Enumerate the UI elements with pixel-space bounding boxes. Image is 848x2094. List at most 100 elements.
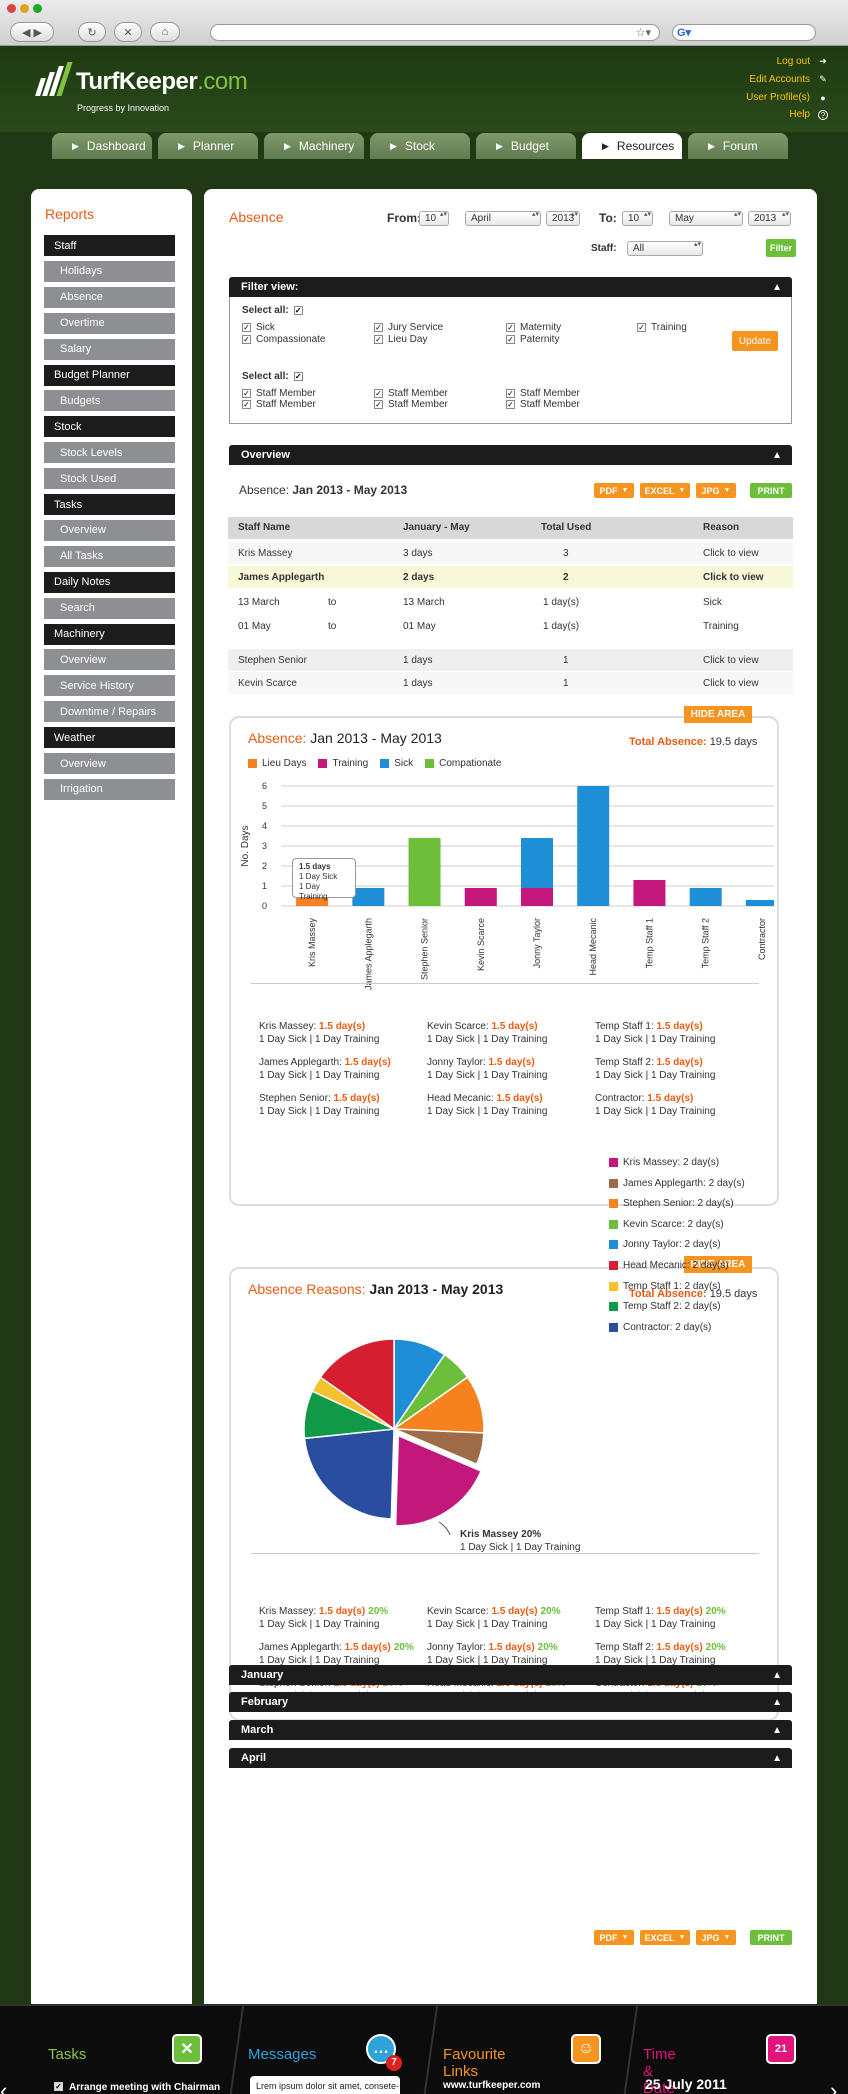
bar-temp-staff-1-training[interactable] — [633, 880, 666, 906]
sidebar-item-holidays[interactable]: Holidays — [44, 260, 175, 282]
sidebar-item-machinery[interactable]: Machinery — [44, 623, 175, 645]
table-row[interactable]: Stephen Senior 1 days 1 Click to view — [228, 649, 793, 671]
sidebar-item-overtime[interactable]: Overtime — [44, 312, 175, 334]
sidebar-item-service-history[interactable]: Service History — [44, 675, 175, 697]
staff-member-checkbox[interactable]: ✓ Staff Member — [242, 388, 316, 399]
staff-member-checkbox[interactable]: ✓ Staff Member — [506, 399, 580, 410]
export-jpg-button[interactable]: JPG▼ — [696, 483, 736, 498]
tab-dashboard[interactable]: ▶ Dashboard — [52, 133, 152, 159]
reason-sick-checkbox[interactable]: ✓ Sick — [242, 322, 275, 333]
from-day-select[interactable]: 10 — [419, 211, 449, 226]
staff-member-checkbox[interactable]: ✓ Staff Member — [374, 399, 448, 410]
checkbox[interactable]: ✓ — [242, 389, 251, 398]
sidebar-item-absence[interactable]: Absence — [44, 286, 175, 308]
staff-member-checkbox[interactable]: ✓ Staff Member — [506, 388, 580, 399]
logo[interactable]: TurfKeeper.com — [32, 62, 248, 96]
checkbox[interactable]: ✓ — [293, 306, 303, 315]
chevron-right-icon[interactable]: › — [830, 2078, 838, 2094]
select-all-staff[interactable]: Select all: ✓ — [242, 371, 303, 382]
export-excel-button[interactable]: EXCEL▼ — [640, 1930, 690, 1945]
tab-forum[interactable]: ▶ Forum — [688, 133, 788, 159]
cell-reason[interactable]: Click to view — [703, 572, 764, 583]
maximize-window-icon[interactable] — [33, 4, 42, 13]
sidebar-item-downtime-repairs[interactable]: Downtime / Repairs — [44, 701, 175, 723]
sidebar-item-budget-planner[interactable]: Budget Planner — [44, 364, 175, 386]
bar-stephen-senior-compationate[interactable] — [408, 838, 441, 906]
sidebar-item-budgets[interactable]: Budgets — [44, 390, 175, 412]
collapse-arrow-icon[interactable]: ▲ — [772, 1724, 782, 1736]
checkbox[interactable]: ✓ — [506, 323, 515, 332]
reason-jury-service-checkbox[interactable]: ✓ Jury Service — [374, 322, 443, 333]
sidebar-item-daily-notes[interactable]: Daily Notes — [44, 571, 175, 593]
stop-icon[interactable]: ✕ — [114, 22, 142, 42]
pie-slice-head-mecanic[interactable] — [319, 1338, 395, 1431]
export-pdf-button[interactable]: PDF▼ — [594, 483, 634, 498]
month-bar-january[interactable]: January ▲ — [229, 1665, 792, 1685]
sidebar-item-overview[interactable]: Overview — [44, 753, 175, 774]
hide-area-button[interactable]: HIDE AREA — [684, 706, 752, 723]
month-bar-march[interactable]: March ▲ — [229, 1720, 792, 1740]
checkbox[interactable]: ✓ — [293, 372, 303, 381]
checkbox[interactable]: ✓ — [637, 323, 646, 332]
search-engine-icon[interactable]: G▾ — [677, 27, 692, 39]
table-row[interactable]: 13 March to 13 March 1 day(s) Sick — [228, 591, 793, 613]
bar-jonny-taylor-sick[interactable] — [521, 838, 553, 888]
collapse-arrow-icon[interactable]: ▲ — [772, 449, 782, 461]
from-month-select[interactable]: April — [465, 211, 541, 226]
sidebar-item-tasks[interactable]: Tasks — [44, 494, 175, 515]
sidebar-item-irrigation[interactable]: Irrigation — [44, 778, 175, 800]
address-bar[interactable]: ☆▾ — [210, 24, 660, 41]
collapse-arrow-icon[interactable]: ▲ — [772, 1696, 782, 1708]
tab-planner[interactable]: ▶ Planner — [158, 133, 258, 159]
sidebar-item-weather[interactable]: Weather — [44, 727, 175, 749]
reload-icon[interactable]: ↻ — [78, 22, 106, 42]
help-link[interactable]: Help? — [789, 109, 828, 120]
bar-head-mecanic-sick[interactable] — [577, 786, 610, 906]
bar-contractor-sick[interactable] — [745, 900, 774, 906]
staff-select[interactable]: All — [627, 241, 703, 256]
sidebar-item-staff[interactable]: Staff — [44, 235, 175, 256]
table-row[interactable]: Kevin Scarce 1 days 1 Click to view — [228, 672, 793, 694]
checkbox[interactable]: ✓ — [242, 400, 251, 409]
filter-button[interactable]: Filter — [766, 239, 796, 257]
export-excel-button[interactable]: EXCEL▼ — [640, 483, 690, 498]
checkbox[interactable]: ✓ — [506, 389, 515, 398]
checkbox[interactable]: ✓ — [374, 323, 383, 332]
checkbox[interactable]: ✓ — [242, 323, 251, 332]
chevron-left-icon[interactable]: ‹ — [0, 2078, 8, 2094]
tab-budget[interactable]: ▶ Budget — [476, 133, 576, 159]
bookmark-star-icon[interactable]: ☆▾ — [635, 27, 651, 39]
checkbox[interactable]: ✓ — [374, 389, 383, 398]
pie-slice-james-applegarth[interactable] — [393, 1428, 485, 1466]
select-all-reasons[interactable]: Select all: ✓ — [242, 305, 303, 316]
message-preview[interactable]: Lrem ipsum dolor sit amet, consete- — [250, 2076, 400, 2094]
home-icon[interactable]: ⌂ — [150, 22, 180, 42]
table-row[interactable]: 01 May to 01 May 1 day(s) Training — [228, 615, 793, 637]
sidebar-item-stock-levels[interactable]: Stock Levels — [44, 442, 175, 464]
table-row[interactable]: Kris Massey 3 days 3 Click to view — [228, 542, 793, 564]
sidebar-item-all-tasks[interactable]: All Tasks — [44, 545, 175, 567]
tab-machinery[interactable]: ▶ Machinery — [264, 133, 364, 159]
table-row[interactable]: James Applegarth 2 days 2 Click to view — [228, 566, 793, 588]
cell-reason[interactable]: Click to view — [703, 548, 759, 559]
back-forward-icon[interactable]: ◀ ▶ — [10, 22, 54, 42]
reason-paternity-checkbox[interactable]: ✓ Paternity — [506, 334, 559, 345]
logout-link[interactable]: Log out ➜ — [776, 56, 827, 67]
checkbox[interactable]: ✓ — [374, 400, 383, 409]
bar-kevin-scarce-training[interactable] — [464, 888, 497, 906]
browser-search-bar[interactable]: G▾ — [672, 24, 816, 41]
sidebar-item-salary[interactable]: Salary — [44, 338, 175, 360]
cell-reason[interactable]: Click to view — [703, 678, 759, 689]
reason-compassionate-checkbox[interactable]: ✓ Compassionate — [242, 334, 325, 345]
reason-lieu-day-checkbox[interactable]: ✓ Lieu Day — [374, 334, 427, 345]
sidebar-item-search[interactable]: Search — [44, 597, 175, 619]
checkbox[interactable]: ✓ — [506, 400, 515, 409]
checkbox[interactable]: ✓ — [242, 335, 251, 344]
reason-training-checkbox[interactable]: ✓ Training — [637, 322, 687, 333]
pie-slice-contractor[interactable] — [303, 1428, 395, 1520]
export-jpg-button[interactable]: JPG▼ — [696, 1930, 736, 1945]
checkbox[interactable]: ✓ — [506, 335, 515, 344]
edit-accounts-link[interactable]: Edit Accounts ✎ — [749, 74, 827, 85]
user-profiles-link[interactable]: User Profile(s) ● — [746, 92, 828, 103]
hide-area-button[interactable]: HIDE AREA — [684, 1256, 752, 1273]
